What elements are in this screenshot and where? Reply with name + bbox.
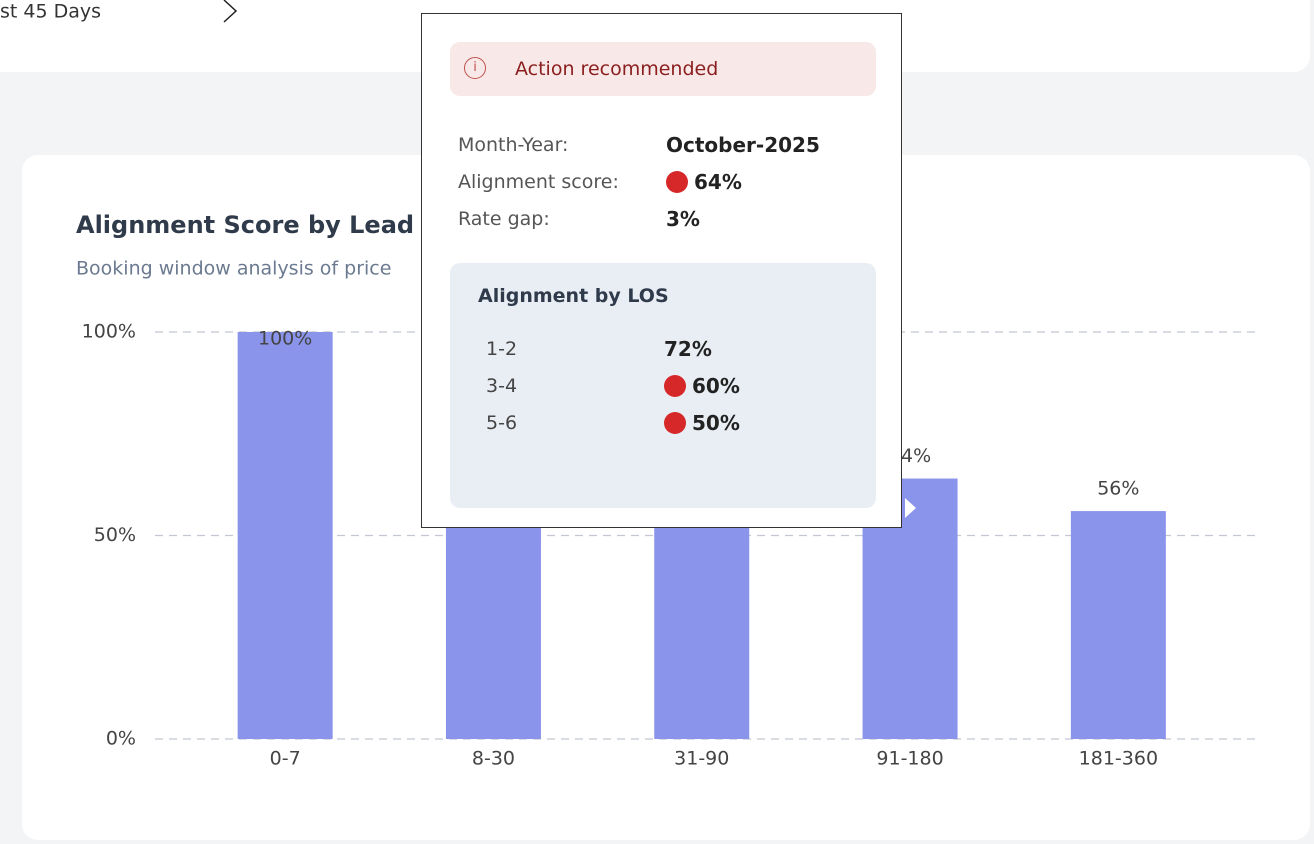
value-text: 64% (694, 170, 742, 194)
value-text: 50% (692, 411, 740, 435)
status-dot (666, 171, 688, 193)
info-icon: i (464, 57, 486, 79)
row-value: 64% (666, 170, 742, 194)
value-text: October-2025 (666, 133, 820, 157)
chevron[interactable] (223, 0, 238, 23)
chart-subtitle: Booking window analysis of price (76, 258, 391, 280)
chart-title: Alignment Score by Lead (76, 211, 414, 239)
bar (237, 332, 333, 739)
los-value: 72% (664, 337, 712, 361)
bar (1070, 511, 1166, 739)
y-tick-label: 0% (106, 728, 136, 750)
tooltip: i Action recommended Month-Year: October-2… (421, 13, 902, 528)
value-label: 56% (1097, 478, 1139, 500)
x-tick-label: 31-90 (674, 748, 729, 770)
value-text: 3% (666, 207, 700, 231)
row-value: 3% (666, 207, 700, 231)
los-label: 3-4 (486, 375, 518, 397)
row-label: Rate gap: (458, 208, 550, 230)
range-label: st 45 Days (0, 1, 101, 23)
x-tick-label: 0-7 (270, 748, 301, 770)
status-dot (664, 375, 686, 397)
los-panel: Alignment by LOS 1-2 72% 3-4 60% 5-6 50% (450, 263, 876, 508)
y-tick-label: 50% (94, 524, 136, 546)
row-label: Alignment score: (458, 171, 619, 193)
los-value: 50% (664, 411, 740, 435)
x-tick-label: 181-360 (1079, 748, 1158, 770)
los-label: 5-6 (486, 412, 518, 434)
value-text: 72% (664, 337, 712, 361)
status-dot (664, 412, 686, 434)
x-tick-label: 91-180 (876, 748, 943, 770)
row-label: Month-Year: (458, 134, 569, 156)
value-label: 100% (258, 328, 312, 350)
row-value: October-2025 (666, 133, 820, 157)
los-title: Alignment by LOS (478, 285, 669, 307)
alert: i Action recommended (450, 42, 876, 96)
los-value: 60% (664, 374, 740, 398)
alert-text: Action recommended (515, 58, 719, 80)
x-tick-label: 8-30 (472, 748, 515, 770)
y-tick-label: 100% (82, 321, 136, 343)
los-label: 1-2 (486, 338, 518, 360)
value-text: 60% (692, 374, 740, 398)
